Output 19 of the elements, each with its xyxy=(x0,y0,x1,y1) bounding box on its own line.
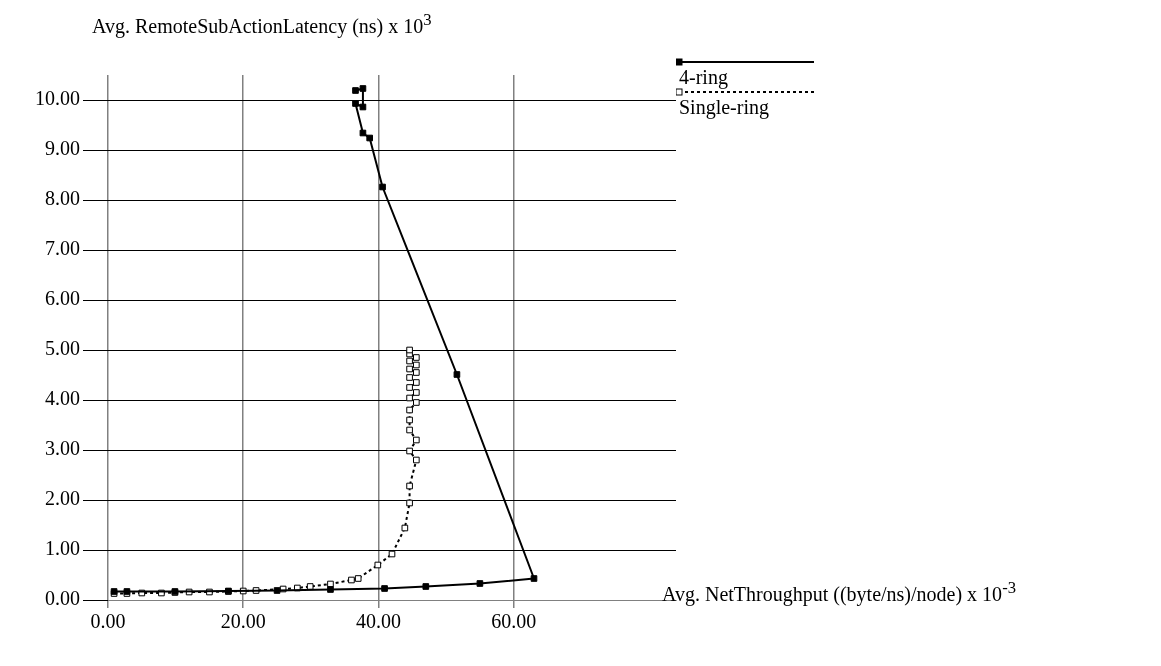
x-tick-label: 40.00 xyxy=(355,610,401,633)
y-tick-label: 0.00 xyxy=(45,587,80,610)
y-axis-title: Avg. RemoteSubActionLatency (ns) x 10$^{3}$ xyxy=(92,10,432,38)
x-tick-label: 20.00 xyxy=(220,610,266,633)
y-tick-label: 4.00 xyxy=(45,387,80,410)
legend-label: Single-ring xyxy=(679,96,770,118)
x-tick-label: 60.00 xyxy=(491,610,537,633)
y-tick-label: 8.00 xyxy=(45,187,80,210)
y-tick-label: 9.00 xyxy=(45,137,80,160)
x-tick-label: 0.00 xyxy=(90,610,126,633)
y-tick-label: 10.00 xyxy=(35,87,80,110)
x-axis-title: Avg. NetThroughput ((byte/ns)/node) x 10$^{-3}$ xyxy=(662,578,1016,606)
y-tick-label: 6.00 xyxy=(45,287,80,310)
y-tick-label: 3.00 xyxy=(45,437,80,460)
y-tick-label: 5.00 xyxy=(45,337,80,360)
y-tick-label: 1.00 xyxy=(45,537,80,560)
y-tick-label: 2.00 xyxy=(45,487,80,510)
y-tick-label: 7.00 xyxy=(45,237,80,260)
legend-label: 4-ring xyxy=(679,66,729,88)
